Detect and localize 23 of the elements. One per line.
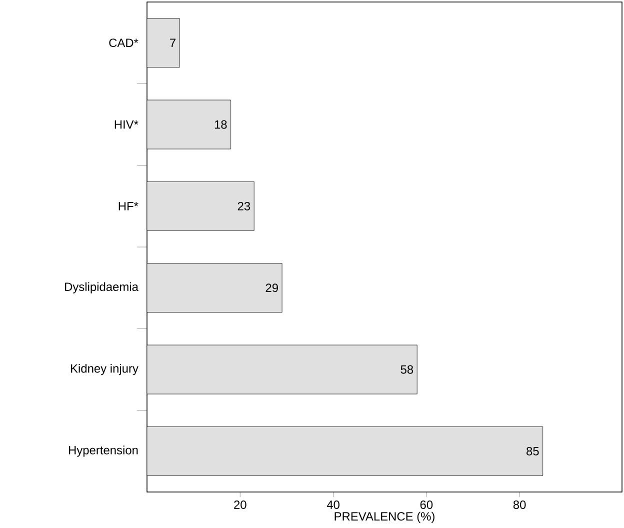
data-label: 7 <box>170 38 176 47</box>
x-axis-title: PREVALENCE (%) <box>334 512 434 523</box>
data-label: 58 <box>400 365 414 374</box>
bar <box>147 426 544 476</box>
bar <box>147 344 418 394</box>
y-tick-label: Hypertension <box>69 446 138 457</box>
bar <box>147 181 254 231</box>
x-tick-label: 60 <box>420 500 433 509</box>
y-tick-label: Kidney injury <box>71 364 138 376</box>
y-tick-label: CAD* <box>109 38 138 48</box>
bar <box>147 100 232 150</box>
data-label: 18 <box>214 120 227 129</box>
y-tick-label: Dyslipidaemia <box>65 282 138 294</box>
y-tick-label: HIV* <box>114 120 138 129</box>
x-tick-label: 20 <box>234 500 246 509</box>
data-label: 85 <box>526 446 539 456</box>
bar <box>147 18 180 68</box>
y-tick-label: HF* <box>118 202 138 210</box>
x-tick-label: 80 <box>513 500 526 509</box>
data-label: 29 <box>266 284 278 292</box>
x-tick-label: 40 <box>326 500 340 509</box>
data-label: 23 <box>238 202 250 210</box>
bar <box>147 263 282 313</box>
